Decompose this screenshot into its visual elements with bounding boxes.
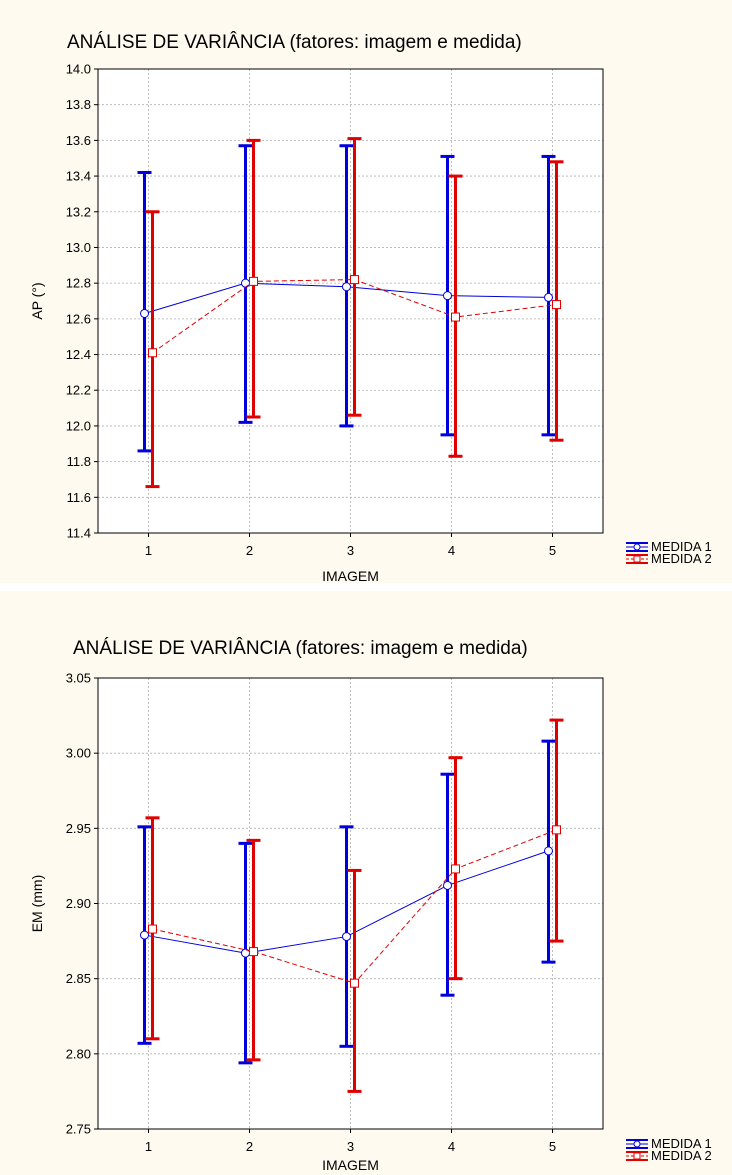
y-tick-label: 11.8 <box>67 454 91 469</box>
data-point <box>451 312 460 322</box>
y-tick-label: 2.75 <box>66 1122 91 1137</box>
data-point <box>552 300 561 310</box>
chart-ap: 11.4 11.6 11.8 12.0 12.2 12.4 12.6 12.8 13.0 13.2… <box>29 31 712 583</box>
y-tick-label: 2.85 <box>66 971 91 986</box>
y-tick-label: 2.90 <box>66 896 91 911</box>
y-tick-label: 13.6 <box>66 133 91 148</box>
y-tick-label: 11.6 <box>67 490 91 505</box>
data-point <box>443 880 452 890</box>
data-point <box>350 978 359 988</box>
y-tick-label: 12.4 <box>66 347 91 362</box>
y-tick-label: 11.4 <box>67 526 91 541</box>
data-point <box>451 864 460 874</box>
legend-marker <box>633 1140 641 1148</box>
x-tick-label: 3 <box>347 543 354 558</box>
legend-item: MEDIDA 1 <box>626 539 712 554</box>
chart-panel-em: 2.75 2.80 2.85 2.90 2.95 3.00 3.05 1 2 3 4 5 ANÁLISE… <box>0 591 732 1175</box>
legend-marker <box>633 555 641 563</box>
legend-marker <box>633 543 641 551</box>
data-point <box>148 924 157 934</box>
data-point <box>249 276 258 286</box>
legend-item: MEDIDA 1 <box>626 1136 712 1151</box>
data-point <box>443 291 452 301</box>
y-tick-label: 12.6 <box>66 311 91 326</box>
y-tick-label: 13.8 <box>66 97 91 112</box>
data-point <box>140 930 149 940</box>
y-tick-label: 12.8 <box>66 276 91 291</box>
y-tick-label: 2.95 <box>66 821 91 836</box>
legend-label: MEDIDA 2 <box>651 551 712 566</box>
x-axis-label: IMAGEM <box>322 1157 379 1173</box>
y-tick-label: 2.80 <box>66 1046 91 1061</box>
legend-marker <box>633 1152 641 1160</box>
legend-item: MEDIDA 2 <box>626 551 712 566</box>
plot-frame <box>97 68 604 534</box>
chart-em: 2.75 2.80 2.85 2.90 2.95 3.00 3.05 1 2 3 4 5 ANÁLISE… <box>29 637 712 1173</box>
y-tick-label: 12.0 <box>66 418 91 433</box>
data-point <box>249 947 258 957</box>
x-tick-label: 4 <box>448 1139 455 1154</box>
data-point <box>148 348 157 358</box>
x-tick-label: 4 <box>448 543 455 558</box>
chart-panel-ap: 11.4 11.6 11.8 12.0 12.2 12.4 12.6 12.8 13.0 13.2… <box>0 0 732 583</box>
x-tick-label: 5 <box>549 543 556 558</box>
data-point <box>544 846 553 856</box>
chart-title: ANÁLISE DE VARIÂNCIA (fatores: imagem e … <box>73 637 528 659</box>
data-point <box>140 308 149 318</box>
chart-title: ANÁLISE DE VARIÂNCIA (fatores: imagem e … <box>67 31 522 53</box>
y-axis-label: EM (mm) <box>29 875 45 933</box>
data-point <box>241 278 250 288</box>
y-tick-label: 12.2 <box>66 383 91 398</box>
y-tick-label: 3.05 <box>66 671 91 686</box>
legend-label: MEDIDA 1 <box>651 1136 712 1151</box>
x-tick-label: 2 <box>246 1139 253 1154</box>
x-tick-label: 2 <box>246 543 253 558</box>
y-axis-label: AP (°) <box>29 282 45 319</box>
legend-item: MEDIDA 2 <box>626 1148 712 1163</box>
y-tick-label: 14.0 <box>66 62 91 77</box>
data-point <box>342 282 351 292</box>
x-tick-label: 1 <box>145 1139 152 1154</box>
y-tick-label: 13.0 <box>66 240 91 255</box>
x-axis-label: IMAGEM <box>322 568 379 583</box>
data-point <box>350 275 359 285</box>
x-tick-label: 1 <box>145 543 152 558</box>
y-tick-label: 13.4 <box>66 169 91 184</box>
data-point <box>342 932 351 942</box>
y-tick-label: 13.2 <box>66 204 91 219</box>
data-point <box>552 825 561 835</box>
data-point <box>544 292 553 302</box>
legend-label: MEDIDA 1 <box>651 539 712 554</box>
x-tick-label: 5 <box>549 1139 556 1154</box>
y-tick-label: 3.00 <box>66 746 91 761</box>
x-tick-label: 3 <box>347 1139 354 1154</box>
legend-label: MEDIDA 2 <box>651 1148 712 1163</box>
plot-frame <box>97 677 604 1130</box>
